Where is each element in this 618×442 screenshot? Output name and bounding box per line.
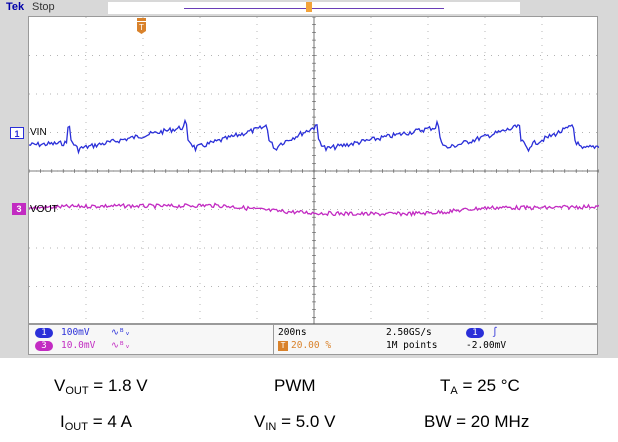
trigger-icon: T: [278, 341, 288, 351]
channel-3-scale: 10.0mV: [61, 340, 96, 351]
bandwidth-limit-icon: ∿ᴮᵥ: [111, 327, 131, 338]
channel-1-label: VIN: [30, 127, 47, 138]
channel-1-chip[interactable]: 1: [35, 328, 53, 338]
trigger-source-chip[interactable]: 1: [466, 328, 484, 338]
channel-3-marker[interactable]: 3: [12, 203, 26, 215]
record-view-window[interactable]: [306, 2, 312, 12]
trigger-position-marker-icon[interactable]: T: [136, 18, 147, 34]
bandwidth-limit-icon: ∿ᴮᵥ: [111, 340, 131, 351]
timebase-value: 200ns: [278, 327, 307, 338]
vin-waveform: [29, 118, 599, 155]
waveform-graticule: [28, 16, 599, 325]
vout-condition: VOUT = 1.8 V: [54, 376, 148, 397]
vin-condition: VIN = 5.0 V: [254, 412, 336, 433]
record-length: 1M points: [386, 340, 438, 351]
trigger-position-value: 20.00 %: [291, 340, 332, 351]
channel-1-marker[interactable]: 1: [10, 127, 24, 139]
brand-label: Tek: [6, 1, 25, 13]
graticule-svg: [29, 17, 599, 325]
rising-edge-icon: ∫: [492, 327, 498, 338]
trigger-level: -2.00mV: [466, 340, 507, 351]
conditions-caption: VOUT = 1.8 V PWM TA = 25 °C IOUT = 4 A V…: [0, 358, 618, 442]
channel-1-scale: 100mV: [61, 327, 90, 338]
bandwidth-condition: BW = 20 MHz: [424, 412, 530, 431]
record-waveform-line: [184, 8, 444, 9]
acquisition-status: Stop: [32, 1, 55, 13]
ta-condition: TA = 25 °C: [440, 376, 520, 397]
timebase-panel: 200ns T 20.00 % 2.50GS/s 1M points 1 ∫ -2…: [273, 325, 592, 354]
vout-waveform: [29, 202, 599, 218]
record-length-bar: [108, 2, 520, 14]
scope-readout-panel: 1 100mV ∿ᴮᵥ 3 10.0mV ∿ᴮᵥ 200ns T 20.00 % …: [28, 324, 598, 355]
scope-top-bar: Tek Stop: [0, 0, 618, 16]
channel-3-label: VOUT: [30, 204, 58, 215]
channel-3-chip[interactable]: 3: [35, 341, 53, 351]
iout-condition: IOUT = 4 A: [60, 412, 132, 433]
mode-condition: PWM: [274, 376, 316, 395]
trigger-marker-label: T: [139, 23, 144, 32]
trigger-position: T 20.00 %: [278, 340, 331, 352]
sample-rate: 2.50GS/s: [386, 327, 432, 338]
oscilloscope-screen: Tek Stop T 1 VIN 3 VOUT 1 100mV ∿ᴮᵥ 3 10…: [0, 0, 618, 358]
